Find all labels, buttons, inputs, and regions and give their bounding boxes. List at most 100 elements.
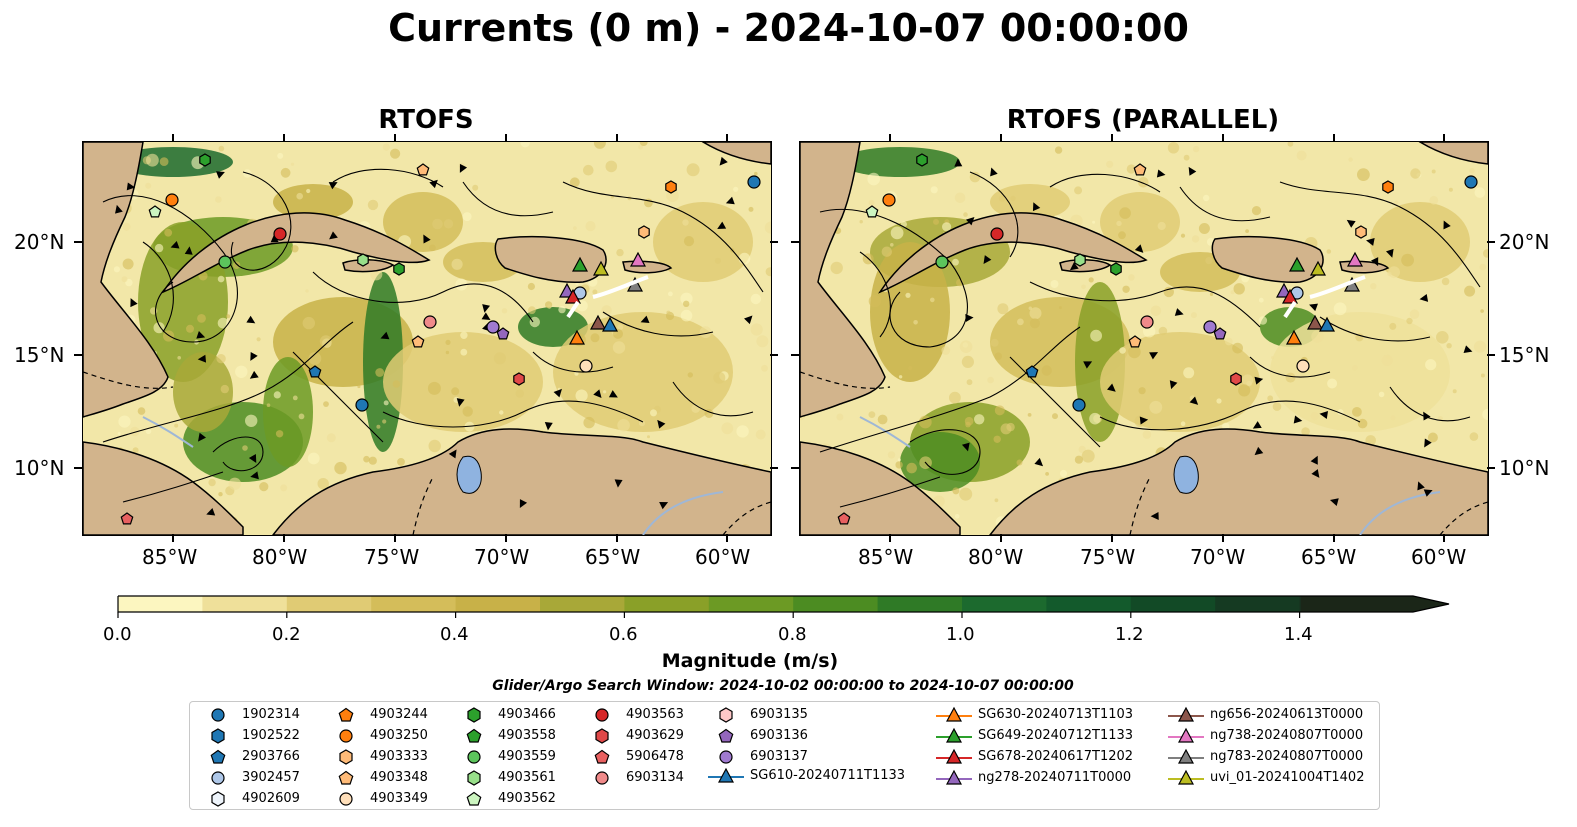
map-canvas-rtofs <box>83 142 771 535</box>
speed-field-speckle <box>617 419 630 432</box>
speed-field-speckle <box>1469 432 1479 441</box>
map-canvas-rtofs-parallel <box>800 142 1488 535</box>
speed-field-speckle <box>1406 317 1413 325</box>
land-mass <box>800 441 961 535</box>
argo-float-marker <box>1296 359 1310 373</box>
speed-field-speckle <box>302 316 315 330</box>
map-panel-rtofs[interactable] <box>82 141 772 536</box>
streamline <box>969 171 1019 258</box>
speed-field-speckle <box>1310 412 1319 421</box>
streamline-arrow <box>640 315 650 324</box>
glider-marker <box>1346 251 1364 267</box>
speed-field-speckle <box>1429 195 1439 205</box>
speed-field-speckle <box>363 455 370 463</box>
argo-float-marker <box>990 227 1004 241</box>
panel-title-rtofs: RTOFS <box>378 105 474 135</box>
speed-field-speckle <box>686 163 700 177</box>
argo-float-marker <box>1213 327 1227 340</box>
speed-field-speckle <box>217 317 229 329</box>
speed-field-speckle <box>319 335 332 348</box>
speed-field-speckle <box>520 142 530 148</box>
argo-float-marker <box>579 359 593 373</box>
streamline-arrow <box>126 182 136 191</box>
river <box>642 491 724 535</box>
argo-float-marker <box>665 180 677 194</box>
speed-field-speckle <box>1017 318 1024 326</box>
speed-field-speckle <box>1333 302 1347 316</box>
streamline-arrow <box>614 479 623 488</box>
speed-field-speckle <box>933 218 939 225</box>
streamline-arrow <box>170 241 180 249</box>
lake-maracaibo <box>1173 455 1199 494</box>
speed-field-speckle <box>1348 157 1353 162</box>
land-mass <box>272 428 771 535</box>
speed-field-speckle <box>1191 235 1200 243</box>
speed-field-speckle <box>1357 168 1370 181</box>
speed-field-speckle <box>1198 223 1210 234</box>
speed-field-speckle <box>593 142 606 149</box>
speed-field-speckle <box>298 413 305 420</box>
speed-field-speckle <box>558 305 566 314</box>
speed-field-speckle <box>1473 340 1487 353</box>
lon-label-70w-left: 70°W <box>474 545 530 569</box>
streamline-arrow <box>1329 498 1339 506</box>
speed-field-speckle <box>132 447 139 454</box>
streamline <box>1179 186 1271 222</box>
streamline-arrow <box>1463 345 1473 354</box>
speed-field-speckle <box>1190 312 1197 319</box>
colorbar-tick-0-6: 0.6 <box>609 624 638 645</box>
streamline-arrow <box>657 419 666 429</box>
speed-field-speckle <box>1394 200 1399 205</box>
streamline-arrow <box>329 231 338 240</box>
streamline-arrow <box>1311 469 1320 478</box>
colorbar-tick-1-2: 1.2 <box>1115 624 1144 645</box>
streamline <box>1009 356 1101 448</box>
speed-field-speckle <box>122 222 131 231</box>
streamline-arrow <box>544 421 553 431</box>
speed-field-speckle <box>1050 280 1059 288</box>
streamline <box>532 351 614 373</box>
speed-field-speckle <box>1245 229 1249 233</box>
speed-field-speckle <box>137 407 146 415</box>
speed-field-patch <box>553 312 733 432</box>
speed-field-speckle <box>357 384 361 389</box>
speed-field-speckle <box>235 365 248 378</box>
speed-field-speckle <box>145 182 152 189</box>
speed-field-speckle <box>216 354 226 364</box>
streamline <box>819 208 968 348</box>
speed-field-speckle <box>887 451 896 459</box>
speed-field-speckle <box>1074 186 1083 195</box>
streamline-arrow <box>115 204 123 214</box>
argo-float-marker <box>199 153 211 167</box>
speed-field-speckle <box>994 405 1005 416</box>
speed-field-speckle <box>965 421 971 428</box>
argo-float-marker <box>1074 253 1086 267</box>
speed-field-speckle <box>574 371 579 376</box>
speed-field-speckle <box>428 439 441 453</box>
speed-field-speckle <box>897 458 901 462</box>
streamline <box>672 381 754 417</box>
streamline <box>332 168 444 188</box>
speed-field-speckle <box>683 300 690 307</box>
streamline-arrow <box>423 234 431 244</box>
lon-label-75w-right: 75°W <box>1080 545 1136 569</box>
streamline-arrow <box>1139 416 1149 425</box>
speed-field-speckle <box>275 430 284 438</box>
streamline-arrow <box>197 354 207 363</box>
speed-field-speckle <box>906 462 917 474</box>
speed-field-speckle <box>277 152 284 159</box>
speed-field-speckle <box>528 306 536 315</box>
colorbar <box>117 595 1450 618</box>
colorbar-bin <box>118 596 203 612</box>
argo-float-marker <box>416 163 430 176</box>
speed-field-speckle <box>713 371 726 384</box>
speed-field-speckle <box>733 186 739 192</box>
speed-field-speckle <box>499 410 504 415</box>
streamline-arrow <box>246 315 256 324</box>
streamline <box>819 326 1081 453</box>
streamline-arrow <box>1252 421 1262 429</box>
speed-field-speckle <box>1480 373 1485 378</box>
colorbar-bin <box>624 596 710 612</box>
map-panel-rtofs-parallel[interactable] <box>799 141 1489 536</box>
speed-field-speckle <box>1119 347 1126 354</box>
